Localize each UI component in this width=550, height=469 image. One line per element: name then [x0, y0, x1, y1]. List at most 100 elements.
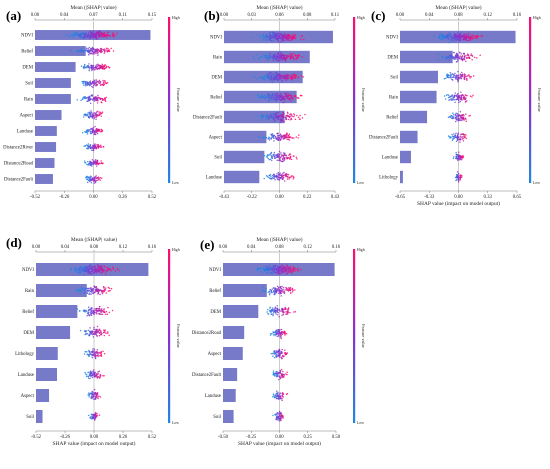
shap-dot	[460, 77, 463, 79]
shap-dot	[263, 177, 265, 180]
shap-dot	[269, 53, 272, 55]
shap-dot	[274, 414, 277, 416]
shap-dot	[93, 178, 96, 180]
shap-dot	[87, 272, 89, 275]
top-axis-title: Mean (|SHAP| value)	[256, 236, 302, 243]
shap-dot	[276, 93, 279, 95]
shap-dot	[281, 38, 283, 41]
shap-dot	[87, 65, 89, 67]
shap-dot	[92, 415, 95, 418]
shap-dot	[94, 356, 97, 359]
shap-dot	[103, 334, 105, 337]
shap-dot	[274, 372, 276, 375]
shap-dot	[100, 177, 103, 179]
shap-dot	[105, 310, 108, 313]
shap-dot	[292, 33, 294, 36]
shap-dot	[93, 51, 95, 54]
shap-dot	[280, 272, 282, 274]
shap-dot	[87, 99, 90, 101]
shap-dot	[105, 49, 107, 51]
shap-dot	[459, 174, 462, 177]
shap-dot	[267, 56, 270, 58]
shap-dot	[271, 288, 273, 291]
shap-dot	[90, 132, 93, 135]
shap-dot	[94, 331, 96, 333]
shap-dot	[472, 94, 474, 97]
shap-dot	[288, 115, 291, 118]
shap-dot	[270, 35, 273, 37]
shap-dot	[87, 160, 89, 163]
shap-dot	[455, 155, 458, 158]
shap-dot	[289, 265, 292, 268]
shap-dot	[90, 110, 92, 112]
shap-dot	[296, 269, 299, 272]
shap-dot	[297, 54, 300, 57]
shap-dot	[460, 56, 463, 59]
shap-dot	[76, 290, 78, 292]
top-tick-label: 0.04	[61, 245, 70, 250]
shap-dot	[264, 77, 266, 79]
shap-dot	[293, 176, 295, 179]
shap-dot	[91, 114, 94, 117]
shap-dot	[82, 267, 85, 270]
shap-dot	[458, 101, 460, 104]
shap-dot	[284, 95, 286, 98]
shap-dot	[81, 98, 84, 101]
panel-label: (c)	[371, 8, 385, 23]
shap-dot	[296, 268, 298, 271]
shap-dot	[276, 96, 278, 99]
shap-dot	[462, 133, 465, 135]
shap-dot	[94, 49, 96, 51]
importance-bar	[224, 150, 265, 164]
shap-dot	[98, 130, 101, 132]
shap-dot	[104, 64, 107, 66]
shap-dot	[86, 271, 89, 273]
shap-dot	[76, 33, 79, 35]
colorbar	[168, 17, 171, 183]
shap-dot	[458, 39, 461, 42]
top-tick-label: 0.11	[331, 13, 340, 18]
shap-dot	[273, 309, 275, 311]
shap-dot	[278, 412, 280, 414]
shap-dot	[99, 179, 101, 181]
shap-dot	[468, 56, 470, 58]
shap-dot	[92, 51, 94, 53]
shap-dot	[268, 290, 271, 293]
shap-dot	[284, 173, 287, 176]
shap-dot	[267, 272, 270, 275]
shap-dot	[288, 75, 290, 77]
shap-dot	[81, 33, 83, 36]
shap-dot	[274, 157, 277, 159]
shap-dot	[85, 332, 87, 335]
shap-dot	[433, 34, 435, 37]
shap-dot	[92, 33, 95, 36]
shap-dot	[78, 267, 81, 270]
shap-dot	[89, 112, 92, 114]
shap-dot	[87, 53, 90, 56]
shap-dot	[278, 375, 280, 377]
shap-dot	[92, 288, 94, 290]
shap-dot	[291, 54, 294, 56]
shap-dot	[107, 49, 110, 52]
shap-dot	[79, 292, 81, 295]
shap-dot	[97, 179, 99, 181]
shap-dot	[447, 76, 449, 79]
shap-dot	[451, 76, 453, 79]
shap-dot	[289, 52, 291, 55]
shap-dot	[100, 35, 102, 38]
shap-dot	[294, 310, 297, 313]
shap-dot	[102, 84, 105, 87]
shap-dot	[85, 36, 88, 38]
shap-dot	[87, 147, 89, 150]
importance-bar	[223, 283, 267, 298]
shap-dot	[94, 371, 96, 373]
shap-dot	[471, 37, 474, 40]
shap-dot	[456, 53, 459, 55]
shap-dot	[91, 131, 94, 133]
shap-dot	[279, 55, 281, 57]
shap-dot	[105, 96, 107, 99]
shap-dot	[279, 310, 281, 312]
shap-dot	[109, 35, 111, 37]
shap-dot	[457, 75, 459, 78]
top-tick-label: 0.11	[119, 13, 128, 18]
